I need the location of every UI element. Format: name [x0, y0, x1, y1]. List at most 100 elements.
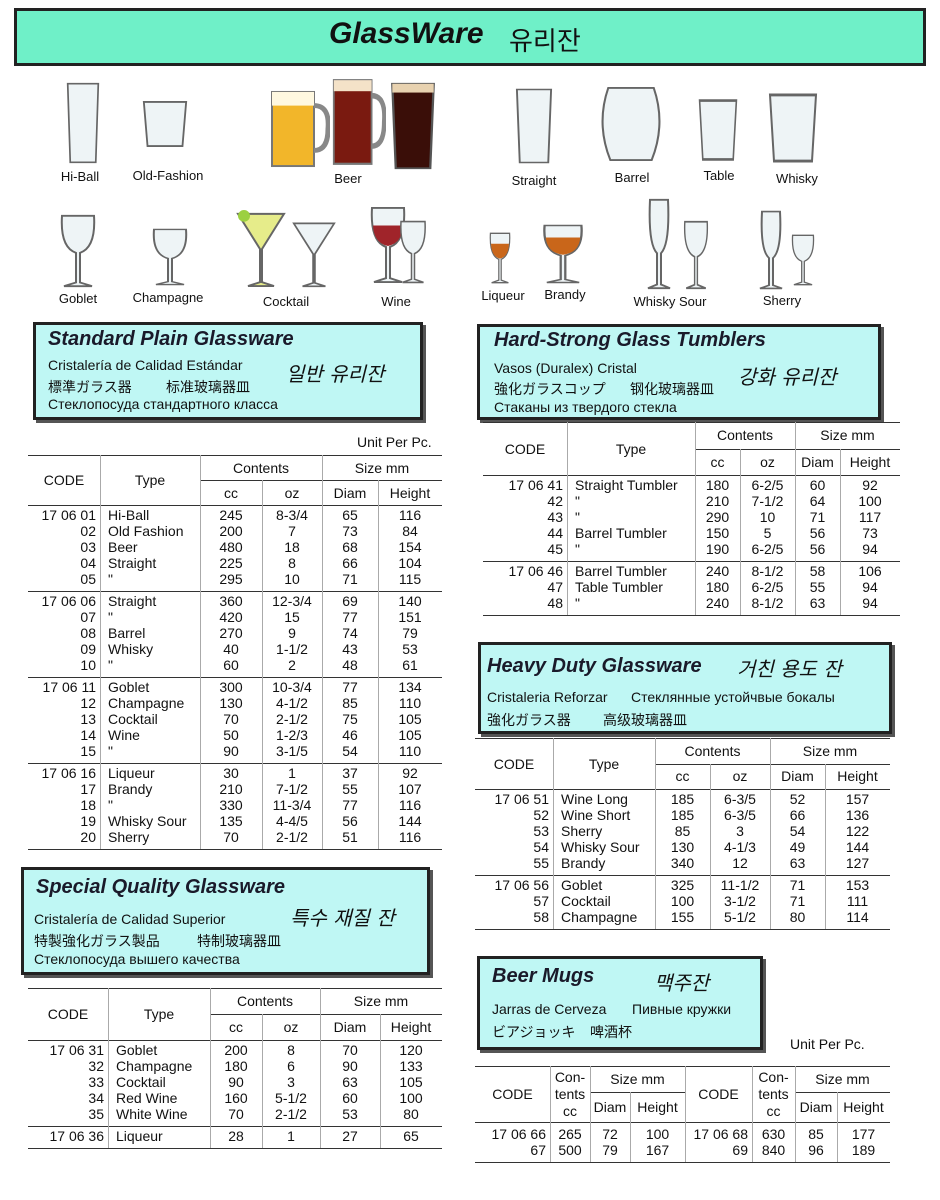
rule	[28, 988, 442, 989]
cell: 325	[670, 877, 695, 893]
rule	[322, 455, 323, 849]
cell: 107	[398, 781, 422, 797]
cell: 1	[288, 765, 296, 781]
section-box: Special Quality Glassware Cristalería de…	[21, 867, 430, 975]
russian: Пивные кружки	[632, 1001, 732, 1017]
cell: 17 06 56	[494, 877, 550, 893]
cell: 8-3/4	[276, 507, 308, 523]
cell: 133	[399, 1058, 423, 1074]
cell: 71	[789, 893, 806, 909]
cell: 3-1/2	[724, 893, 756, 909]
section-title: Special Quality Glassware	[36, 876, 286, 898]
cell: 1-1/2	[276, 641, 308, 657]
cell: 67	[530, 1142, 546, 1158]
rule	[590, 1092, 685, 1093]
cell: 200	[224, 1042, 248, 1058]
cell: Goblet	[561, 877, 603, 893]
japanese: 特製強化ガラス製品	[34, 933, 160, 949]
cell: 71	[809, 509, 826, 525]
cell: 08	[80, 625, 96, 641]
japanese: 標準ガラス器	[48, 379, 132, 395]
cell: 180	[224, 1058, 248, 1074]
cell: 55	[342, 781, 358, 797]
cell: 43	[342, 641, 358, 657]
cell: cc	[229, 1019, 243, 1035]
cell: 63	[342, 1074, 358, 1090]
cell: 2-1/2	[276, 711, 308, 727]
rule	[685, 1066, 686, 1162]
cell: "	[108, 743, 113, 759]
rule	[837, 1092, 838, 1162]
cell: Height	[843, 1099, 884, 1115]
cell: 92	[862, 477, 878, 493]
cell: Champagne	[108, 695, 185, 711]
cell: Cocktail	[108, 711, 158, 727]
cell: 52	[533, 807, 549, 823]
cell: 8	[288, 555, 296, 571]
cell: 270	[219, 625, 243, 641]
cell: 153	[845, 877, 870, 893]
cell: 13	[80, 711, 96, 727]
cell: 80	[789, 909, 806, 925]
cell: 420	[219, 609, 243, 625]
cell: CODE	[493, 755, 535, 772]
cell: 57	[533, 893, 549, 909]
glass-label: Table	[703, 168, 735, 183]
spanish: Cristaleria Reforzar	[487, 689, 608, 705]
cell: 53	[342, 1106, 358, 1122]
cell: 117	[858, 509, 882, 525]
cell: 49	[789, 839, 806, 855]
cell: 79	[402, 625, 418, 641]
glass-icons	[60, 80, 818, 290]
cell: 15	[80, 743, 96, 759]
cell: Wine	[108, 727, 140, 743]
cell: 12-3/4	[272, 593, 312, 609]
rule	[553, 738, 554, 929]
cell: Brandy	[108, 781, 153, 797]
rule	[210, 988, 211, 1148]
cell: 66	[342, 555, 358, 571]
cell: "	[108, 571, 113, 587]
cell: 105	[399, 1074, 423, 1090]
cell: Champagne	[116, 1058, 193, 1074]
cell: 94	[862, 595, 878, 611]
cell: cc	[675, 768, 690, 785]
cell: 340	[670, 855, 695, 871]
cell: 18	[284, 539, 300, 555]
cell: Straight	[108, 593, 157, 609]
rule	[630, 1092, 631, 1162]
cell: Barrel	[108, 625, 146, 641]
cell: 37	[342, 765, 358, 781]
cell: cc	[710, 453, 725, 470]
cell: Contents	[236, 993, 294, 1009]
cell: 90	[223, 743, 239, 759]
cell: 6-3/5	[724, 807, 756, 823]
rule	[28, 1148, 442, 1149]
cell: Con-	[554, 1069, 586, 1085]
cell: 48	[342, 657, 358, 673]
cell: 110	[398, 743, 422, 759]
cell: 73	[342, 523, 358, 539]
cell: 9	[288, 625, 296, 641]
rule	[28, 1040, 442, 1041]
rule	[320, 988, 321, 1148]
korean: 거친 용도 잔	[737, 657, 842, 681]
rule	[695, 422, 696, 615]
cell: 114	[846, 909, 869, 925]
cell: 04	[80, 555, 96, 571]
chinese: 高级玻璃器皿	[603, 712, 687, 728]
cell: 77	[342, 609, 358, 625]
rule	[28, 763, 442, 764]
cell: Old Fashion	[108, 523, 184, 539]
cell: 154	[398, 539, 422, 555]
cell: Contents	[232, 459, 290, 476]
rule	[210, 1014, 442, 1015]
cell: White Wine	[116, 1106, 188, 1122]
unit-note: Unit Per Pc.	[357, 434, 432, 450]
cell: 840	[761, 1142, 786, 1158]
cell: 7	[288, 523, 296, 539]
cell: 6-2/5	[751, 477, 784, 493]
rule	[695, 448, 900, 450]
cell: 30	[223, 765, 239, 781]
cell: 100	[858, 493, 882, 509]
